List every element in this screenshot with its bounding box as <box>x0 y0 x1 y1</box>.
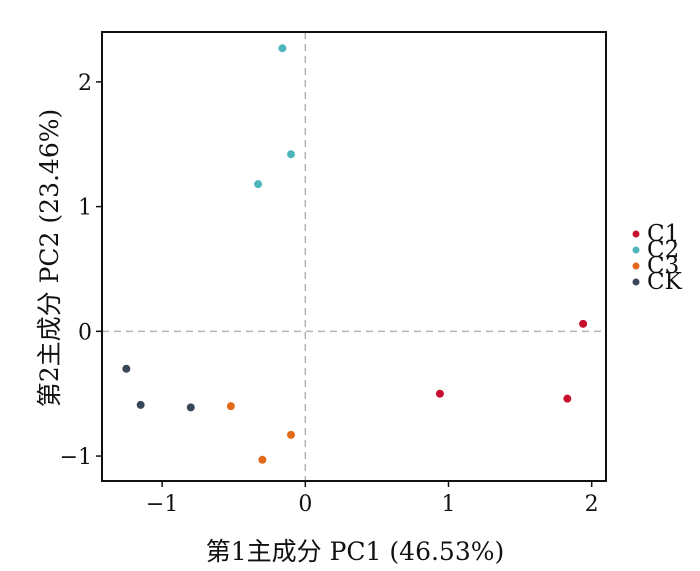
axis-ticks: −1 0 1 2 −1 0 1 2 <box>60 71 599 517</box>
reference-lines <box>102 32 606 481</box>
point-c2 <box>278 44 287 53</box>
legend-key-c3 <box>632 262 640 270</box>
legend-key-ck <box>632 278 640 286</box>
y-axis-title: 第2主成分 PC2 (23.46%) <box>35 109 64 408</box>
legend-key-c2 <box>632 246 640 254</box>
point-ck <box>136 400 145 409</box>
x-axis-title: 第1主成分 PC1 (46.53%) <box>206 537 505 566</box>
y-tick-label: 2 <box>78 71 92 96</box>
legend-label-c1: C1 <box>647 221 679 247</box>
legend-key-c1 <box>632 230 640 238</box>
point-c1 <box>579 319 588 328</box>
y-tick-label: 1 <box>78 196 92 221</box>
point-c2 <box>254 180 263 189</box>
y-tick-label: −1 <box>60 445 92 470</box>
point-c1 <box>563 394 572 403</box>
legend-label-c2: C2 <box>647 237 679 263</box>
point-c3 <box>226 402 235 411</box>
x-tick-label: −1 <box>146 492 178 517</box>
point-c3 <box>287 430 295 439</box>
point-c2 <box>287 150 295 159</box>
point-ck <box>122 364 131 373</box>
y-tick-label: 0 <box>78 320 92 345</box>
x-tick-label: 2 <box>585 492 599 517</box>
x-tick-label: 1 <box>442 492 456 517</box>
plot-frame <box>101 31 607 482</box>
point-c1 <box>435 389 444 398</box>
point-c3 <box>258 455 267 464</box>
point-ck <box>186 403 195 412</box>
x-tick-label: 0 <box>298 492 312 517</box>
data-points <box>122 44 588 464</box>
legend-label-ck: CK <box>647 269 683 295</box>
legend-label-c3: C3 <box>647 253 679 279</box>
